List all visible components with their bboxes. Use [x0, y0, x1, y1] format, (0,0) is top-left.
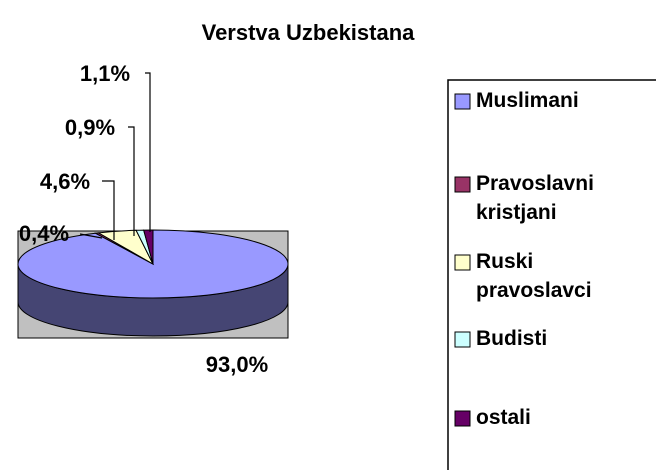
data-label: 0,4% [19, 221, 69, 246]
legend-swatch [454, 331, 471, 348]
slice [143, 229, 154, 265]
data-label: 4,6% [40, 169, 90, 194]
leader-line [79, 233, 103, 239]
legend-label: Ruski pravoslavci [476, 250, 592, 302]
leader-line [128, 126, 135, 236]
data-label: 1,1% [80, 61, 130, 86]
legend-swatch [454, 176, 471, 193]
legend-swatch [454, 93, 471, 110]
legend-label: Muslimani [476, 89, 579, 112]
legend-swatch [454, 410, 471, 427]
legend-box [447, 79, 656, 470]
data-label: 0,9% [65, 115, 115, 140]
leader-line [102, 180, 115, 240]
chart-title: Verstva Uzbekistana [202, 20, 416, 45]
data-label: 93,0% [206, 352, 268, 377]
legend-label: ostali [476, 406, 531, 429]
legend-label: Budisti [476, 327, 548, 350]
leader-line [145, 72, 151, 232]
legend-swatch [454, 254, 471, 271]
legend-label: Pravoslavni kristjani [476, 172, 594, 224]
